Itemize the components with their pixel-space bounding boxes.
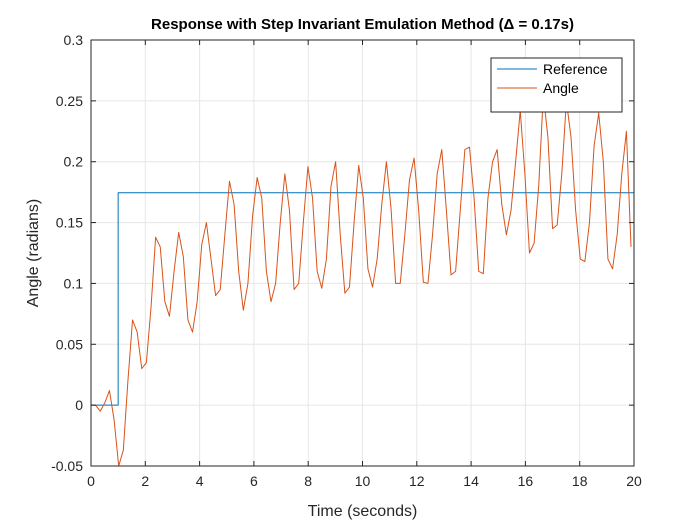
axis-ticks: 0 2 4 6 8 10 12 14 16 18 20-0.0500.050.10.150.20.2…: [51, 32, 642, 489]
legend-entry: Angle: [543, 80, 579, 96]
y-tick-label: 0.15: [56, 215, 83, 231]
legend: Reference Angle: [490, 57, 623, 113]
x-tick-label: 10: [355, 473, 371, 489]
legend-box: [490, 57, 623, 113]
legend-entry: Reference: [543, 61, 608, 77]
y-tick-label: -0.05: [51, 458, 83, 474]
x-tick-label: 16: [518, 473, 534, 489]
series-line-angle: [91, 94, 632, 467]
x-tick-label: 12: [409, 473, 425, 489]
y-tick-label: 0.25: [56, 93, 83, 109]
x-tick-label: 14: [463, 473, 479, 489]
y-tick-label: 0.1: [64, 275, 84, 291]
y-tick-label: 0: [75, 397, 83, 413]
x-tick-label: 18: [572, 473, 588, 489]
series-line-reference: [91, 192, 634, 406]
x-tick-label: 4: [196, 473, 204, 489]
y-tick-label: 0.2: [64, 154, 84, 170]
x-tick-label: 6: [250, 473, 258, 489]
chart-title: Response with Step Invariant Emulation M…: [151, 16, 574, 33]
x-tick-label: 8: [304, 473, 312, 489]
y-tick-label: 0.05: [56, 336, 83, 352]
x-axis-label: Time (seconds): [308, 503, 418, 520]
x-tick-label: 20: [626, 473, 642, 489]
x-tick-label: 2: [141, 473, 149, 489]
y-axis-label: Angle (radians): [25, 199, 42, 308]
plot-area: [91, 94, 634, 467]
x-tick-label: 0: [87, 473, 95, 489]
y-tick-label: 0.3: [64, 32, 84, 48]
